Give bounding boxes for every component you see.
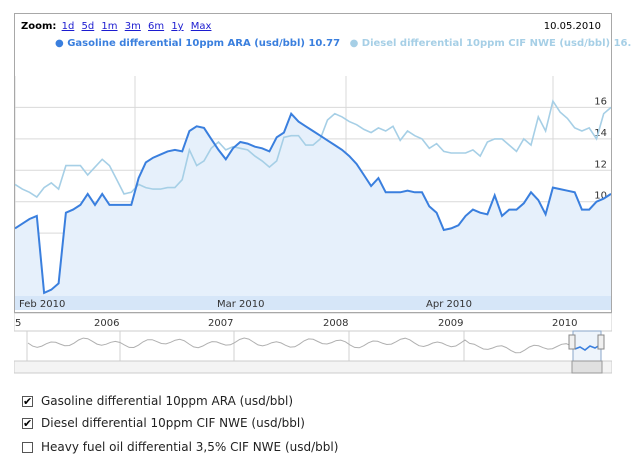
zoom-5d-link[interactable]: 5d [81,21,95,32]
checkbox-heavy-fuel[interactable] [22,441,33,453]
zoom-1d-link[interactable]: 1d [61,21,75,32]
diesel-series-line [15,99,611,199]
navigator-year-label-0: 5 [15,318,21,329]
navigator-year-label-2: 2007 [208,318,233,329]
date-readout: 10.05.2010 [543,21,601,32]
legend-gasoline: ● Gasoline differential 10ppm ARA (usd/b… [55,38,341,49]
navigator-scrollbar-thumb[interactable] [571,360,603,374]
zoom-bar: Zoom: 1d 5d 1m 3m 6m 1y Max [21,21,215,32]
gasoline-area [15,113,611,296]
checkbox-label-gasoline: Gasoline differential 10ppm ARA (usd/bbl… [41,394,294,408]
navigator-year-label-1: 2006 [94,318,119,329]
navigator-year-label-3: 2008 [323,318,348,329]
zoom-3m-link[interactable]: 3m [124,21,141,32]
x-axis-band [15,296,611,310]
zoom-1y-link[interactable]: 1y [171,21,184,32]
legend: ● Gasoline differential 10ppm ARA (usd/b… [55,38,631,49]
zoom-6m-link[interactable]: 6m [148,21,165,32]
zoom-1m-link[interactable]: 1m [101,21,118,32]
navigator-left-handle[interactable] [568,334,576,350]
navigator-year-label-4: 2009 [438,318,463,329]
checkbox-row-gasoline[interactable]: ✔ Gasoline differential 10ppm ARA (usd/b… [22,394,293,408]
checkbox-label-diesel: Diesel differential 10ppm CIF NWE (usd/b… [41,416,305,430]
navigator-year-band [14,313,612,332]
y-tick-label-10: 10 [594,191,607,202]
navigator-year-label-5: 2010 [552,318,577,329]
x-tick-label-0: Feb 2010 [19,299,65,310]
y-tick-label-16: 16 [594,96,607,107]
legend-diesel: ● Diesel differential 10ppm CIF NWE (usd… [350,38,631,49]
checkbox-gasoline[interactable]: ✔ [22,394,33,408]
navigator-overview-line [27,337,581,354]
y-tick-label-14: 14 [594,128,607,139]
y-tick-label-12: 12 [594,159,607,170]
checkbox-diesel[interactable]: ✔ [22,416,33,430]
x-tick-label-1: Mar 2010 [217,299,265,310]
x-tick-label-2: Apr 2010 [426,299,472,310]
checkbox-label-heavy-fuel: Heavy fuel oil differential 3,5% CIF NWE… [41,440,339,454]
checkbox-row-diesel[interactable]: ✔ Diesel differential 10ppm CIF NWE (usd… [22,416,305,430]
zoom-max-link[interactable]: Max [190,21,212,32]
zoom-label: Zoom: [21,21,57,32]
navigator-right-handle[interactable] [597,334,605,350]
legend-diesel-text: Diesel differential 10ppm CIF NWE (usd/b… [361,38,631,49]
checkbox-row-heavy-fuel[interactable]: Heavy fuel oil differential 3,5% CIF NWE… [22,440,338,454]
overview-navigator[interactable]: 5 2006 2007 2008 2009 2010 [14,313,612,375]
navigator-scrollbar-track[interactable] [14,360,612,374]
gasoline-series-line [15,111,611,295]
navigator-window-line [574,344,601,351]
legend-gasoline-text: Gasoline differential 10ppm ARA (usd/bbl… [67,38,341,49]
